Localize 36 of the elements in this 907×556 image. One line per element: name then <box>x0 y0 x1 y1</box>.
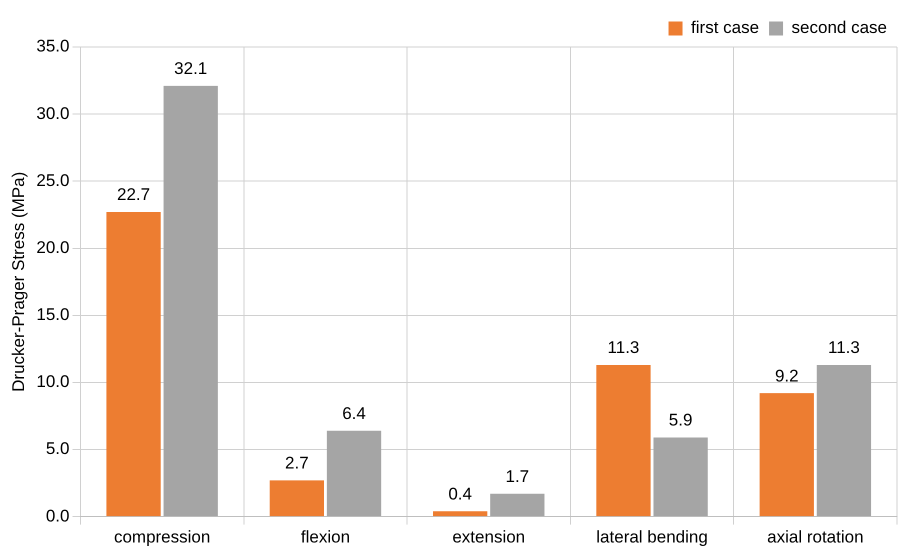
data-label: 6.4 <box>342 404 366 423</box>
legend-label: first case <box>691 18 760 38</box>
bar <box>433 511 488 516</box>
bar <box>596 364 651 516</box>
data-label: 0.4 <box>448 484 472 504</box>
data-label: 11.3 <box>828 338 860 358</box>
data-label: 5.9 <box>668 410 692 430</box>
bar <box>490 494 544 516</box>
bar <box>164 86 218 516</box>
legend-label: second case <box>792 18 887 38</box>
y-tick-label: 0.0 <box>46 506 70 526</box>
bar <box>760 393 814 516</box>
x-tick-label: extension <box>452 527 526 546</box>
y-axis-title: Drucker-Prager Stress (MPa) <box>8 172 28 392</box>
data-label: 2.7 <box>285 454 309 473</box>
y-tick-label: 20.0 <box>36 238 70 257</box>
data-label: 32.1 <box>174 59 208 78</box>
bar <box>106 212 161 516</box>
x-tick-label: axial rotation <box>767 527 864 546</box>
x-tick-label: flexion <box>300 527 350 546</box>
y-tick-label: 35.0 <box>36 36 70 56</box>
bar <box>270 480 324 516</box>
data-label: 1.7 <box>506 466 530 486</box>
y-tick-label: 25.0 <box>36 170 70 190</box>
x-tick-label: lateral bending <box>596 527 708 546</box>
y-tick-label: 30.0 <box>36 104 70 123</box>
bar <box>653 437 708 516</box>
x-tick-label: compression <box>114 527 210 546</box>
data-label: 11.3 <box>608 338 640 358</box>
y-tick-label: 10.0 <box>36 372 70 392</box>
bar <box>816 364 872 516</box>
y-tick-label: 5.0 <box>46 439 70 458</box>
y-tick-label: 15.0 <box>36 305 70 324</box>
bar <box>326 430 382 516</box>
data-label: 22.7 <box>117 185 150 204</box>
data-label: 9.2 <box>774 366 799 386</box>
